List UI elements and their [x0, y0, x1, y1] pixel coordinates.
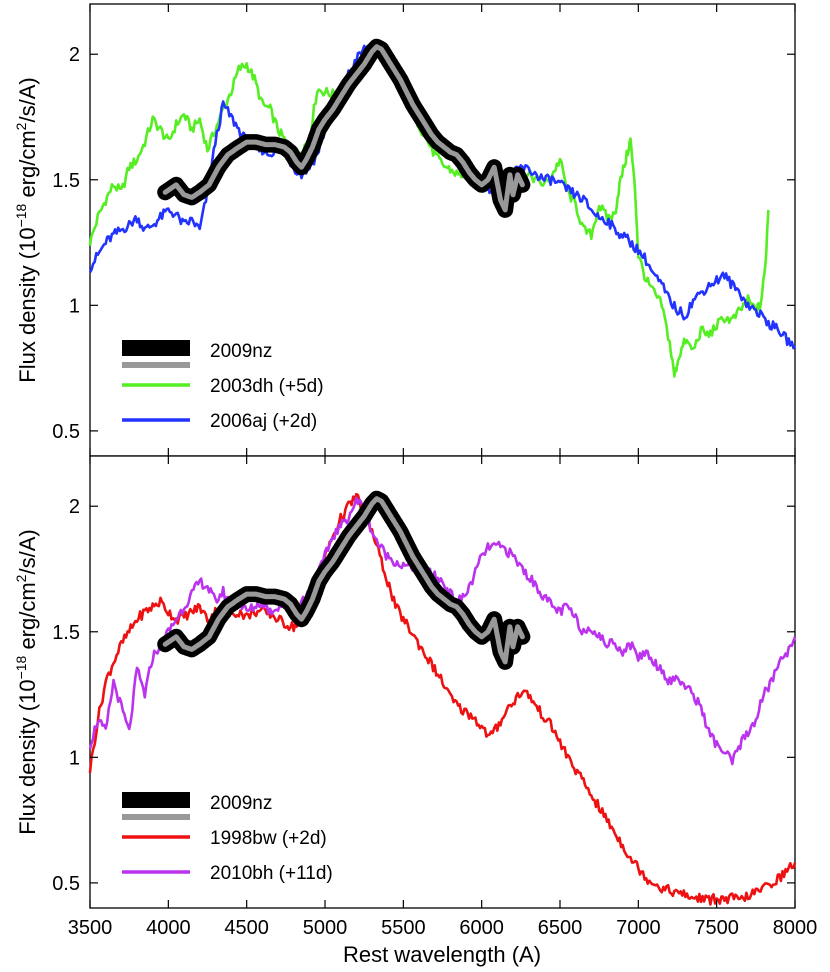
- bottom-ytick-label-0.5: 0.5: [52, 873, 80, 895]
- top-ytick-label-1.5: 1.5: [52, 170, 80, 192]
- bottom-xtick-label-8000: 8000: [773, 917, 818, 939]
- bottom-ytick-label-2: 2: [69, 496, 80, 518]
- top-plot-area: [89, 3, 796, 457]
- bottom-panel: 3500 4000 4500 5000 5500 6000 6500 7000 7500 8000…: [13, 455, 817, 939]
- bottom-xtick-label-7000: 7000: [616, 917, 661, 939]
- top-legend-label-2003dh-5d: 2003dh (+5d): [210, 376, 324, 397]
- x-axis-label: Rest wavelength (A): [343, 942, 541, 967]
- bottom-xtick-label-7500: 7500: [694, 917, 739, 939]
- bottom-legend-label-2010bh-11d: 2010bh (+11d): [210, 863, 333, 884]
- bottom-xtick-label-5500: 5500: [381, 917, 426, 939]
- top-ytick-label-1: 1: [69, 295, 80, 317]
- top-series-2003dh-5d: [88, 48, 770, 378]
- bottom-series-layer: [88, 490, 797, 906]
- bottom-xtick-label-6000: 6000: [459, 917, 504, 939]
- top-tick-layer: 0.5 1 1.5 2: [52, 4, 796, 456]
- bottom-series-2009nz-overlay: [162, 496, 525, 665]
- bottom-xtick-label-5000: 5000: [303, 917, 348, 939]
- bottom-xtick-label-6500: 6500: [538, 917, 583, 939]
- bottom-xtick-label-4500: 4500: [224, 917, 269, 939]
- bottom-ytick-label-1.5: 1.5: [52, 622, 80, 644]
- bottom-ytick-label-1: 1: [69, 747, 80, 769]
- bottom-series-2010bh-11d: [88, 496, 797, 766]
- top-legend: 2009nz 2003dh (+5d) 2006aj (+2d): [122, 340, 324, 432]
- top-legend-label-2006aj-2d: 2006aj (+2d): [210, 411, 317, 432]
- top-ytick-label-2: 2: [69, 44, 80, 66]
- top-series-layer: [88, 38, 797, 378]
- bottom-legend-label-2009nz: 2009nz: [210, 793, 272, 814]
- top-legend-label-2009nz: 2009nz: [210, 341, 272, 362]
- bottom-xtick-label-4000: 4000: [146, 917, 191, 939]
- top-series-2009nz-overlay: [162, 44, 525, 213]
- bottom-series-1998bw-2d: [88, 492, 797, 906]
- top-y-axis-label: Flux density (10−18 erg/cm2/s/A): [13, 77, 40, 382]
- bottom-legend: 2009nz 1998bw (+2d) 2010bh (+11d): [122, 792, 333, 884]
- top-ytick-label-0.5: 0.5: [52, 421, 80, 443]
- bottom-legend-label-1998bw-2d: 1998bw (+2d): [210, 828, 327, 849]
- bottom-tick-layer: 3500 4000 4500 5000 5500 6000 6500 7000 7500 8000…: [52, 456, 817, 939]
- bottom-y-axis-label: Flux density (10−18 erg/cm2/s/A): [13, 529, 40, 834]
- bottom-xtick-label-3500: 3500: [68, 917, 113, 939]
